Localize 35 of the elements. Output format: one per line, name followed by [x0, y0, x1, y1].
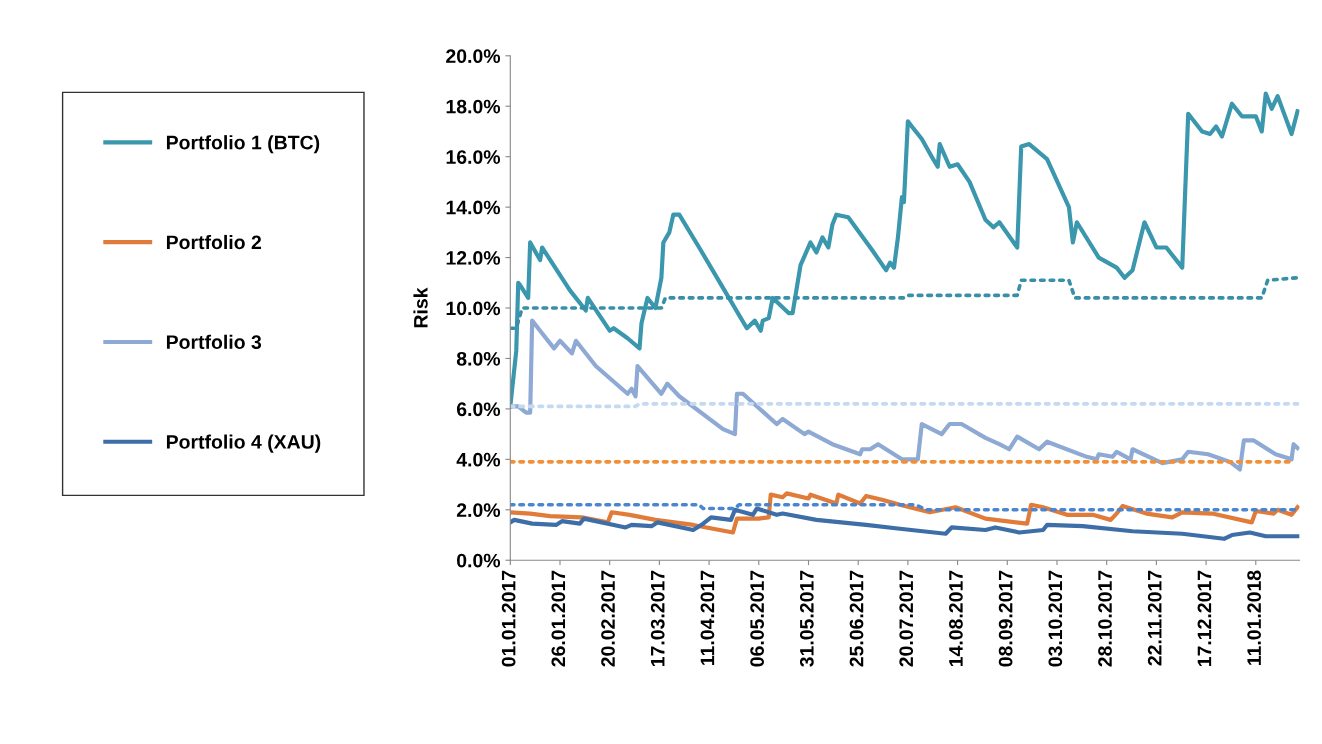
y-tick-label: 4.0% — [456, 452, 501, 467]
x-tick-label: 11.04.2017 — [700, 570, 715, 665]
legend-label: Portfolio 4 (XAU) — [166, 434, 321, 453]
line-series — [510, 318, 1300, 472]
x-tick-label: 06.05.2017 — [750, 570, 765, 667]
legend-label: Portfolio 3 — [166, 334, 262, 350]
x-tick-label: 22.11.2017 — [1147, 570, 1162, 666]
y-tick-label: 10.0% — [446, 301, 501, 316]
x-tick-label: 11.01.2018 — [1247, 570, 1262, 665]
x-tick-label: 17.03.2017 — [650, 570, 665, 667]
y-tick-label: 2.0% — [456, 503, 501, 518]
y-tick-label: 16.0% — [446, 150, 501, 164]
y-tick-label: 20.0% — [446, 49, 501, 64]
x-tick-label: 20.07.2017 — [899, 570, 914, 667]
y-tick-label: 6.0% — [456, 402, 501, 417]
x-tick-label: 08.09.2017 — [998, 570, 1013, 667]
x-tick-label: 20.02.2017 — [601, 570, 615, 667]
x-tick-label: 01.01.2017 — [501, 570, 516, 667]
legend-label: Portfolio 1 (BTC) — [166, 135, 320, 154]
x-tick-label: 14.08.2017 — [949, 570, 963, 667]
y-tick-label: 12.0% — [446, 251, 501, 265]
line-series — [510, 506, 1300, 541]
y-tick-label: 0.0% — [457, 553, 501, 568]
x-tick-label: 31.05.2017 — [799, 570, 814, 667]
x-tick-label: 17.12.2017 — [1197, 570, 1212, 667]
y-axis-title: Risk — [413, 287, 428, 328]
line-series — [510, 91, 1300, 409]
y-tick-label: 14.0% — [446, 200, 501, 215]
y-tick-label: 8.0% — [456, 351, 501, 366]
x-tick-label: 03.10.2017 — [1048, 570, 1063, 667]
y-tick-label: 18.0% — [446, 99, 501, 114]
x-tick-label: 26.01.2017 — [551, 570, 566, 667]
x-tick-label: 28.10.2017 — [1098, 570, 1112, 667]
legend-label: Portfolio 2 — [166, 234, 262, 250]
x-tick-label: 25.06.2017 — [849, 570, 864, 667]
